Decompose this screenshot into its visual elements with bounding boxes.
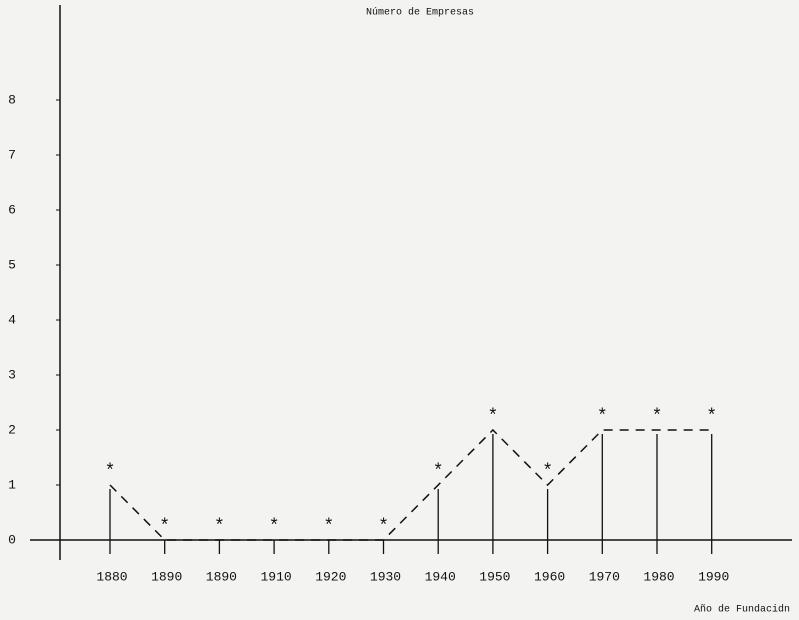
x-tick-label: 1890 [206, 569, 237, 584]
x-tick-label: 1920 [315, 569, 346, 584]
data-marker: * [323, 517, 334, 537]
x-tick-label: 1960 [534, 569, 565, 584]
x-tick-label: 1950 [479, 569, 510, 584]
y-tick-label: 8 [8, 92, 16, 107]
x-tick-label: 1970 [589, 569, 620, 584]
x-tick-label: 1890 [151, 569, 182, 584]
x-tick-label: 1990 [698, 569, 729, 584]
x-tick-label: 1940 [425, 569, 456, 584]
y-tick-label: 2 [8, 422, 16, 437]
y-tick-label: 5 [8, 257, 16, 272]
data-marker: * [433, 462, 444, 482]
x-tick-label: 1930 [370, 569, 401, 584]
data-marker: * [542, 462, 553, 482]
data-marker: * [269, 517, 280, 537]
x-axis-label: Año de Fundacidn [694, 604, 790, 616]
data-marker: * [378, 517, 389, 537]
data-marker: * [159, 517, 170, 537]
chart-title: Número de Empresas [366, 7, 474, 19]
x-tick-label: 1910 [260, 569, 291, 584]
x-tick-label: 1880 [96, 569, 127, 584]
data-marker: * [652, 407, 663, 427]
y-tick-label: 6 [8, 202, 16, 217]
data-marker: * [706, 407, 717, 427]
y-tick-label: 4 [8, 312, 16, 327]
data-marker: * [214, 517, 225, 537]
x-tick-label: 1980 [643, 569, 674, 584]
y-tick-label: 7 [8, 147, 16, 162]
data-marker: * [597, 407, 608, 427]
data-marker: * [105, 462, 116, 482]
y-tick-label: 0 [8, 532, 16, 547]
data-marker: * [487, 407, 498, 427]
data-line [109, 428, 712, 541]
y-tick-label: 1 [8, 477, 16, 492]
y-tick-label: 3 [8, 367, 16, 382]
